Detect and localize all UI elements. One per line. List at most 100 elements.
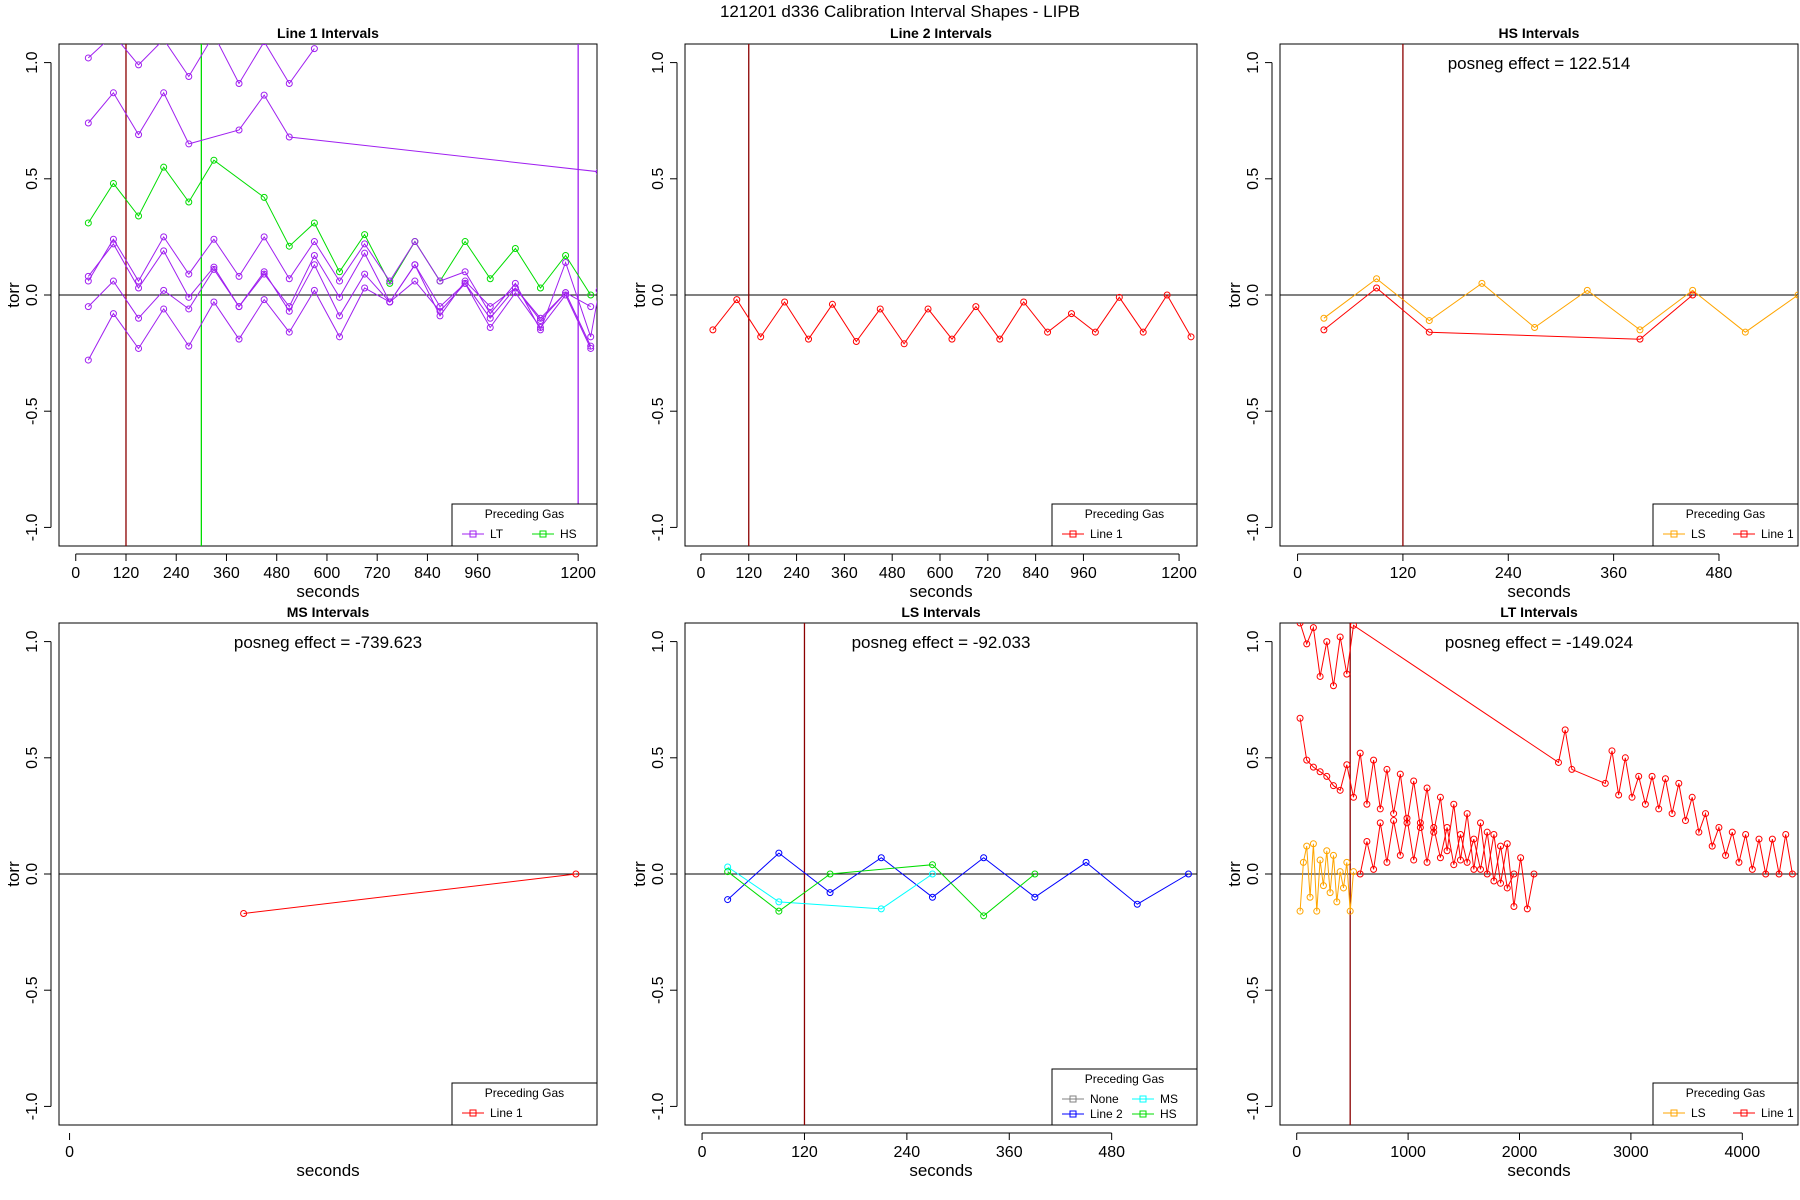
- x-tick-label: 0: [65, 1144, 74, 1161]
- data-point: [587, 303, 595, 311]
- data-point: [1788, 870, 1796, 878]
- y-tick-label: 0.0: [24, 284, 41, 306]
- legend-swatch-marker: [1069, 530, 1077, 538]
- data-point: [260, 193, 268, 201]
- x-tick-label: 480: [263, 565, 290, 582]
- legend-box: [1652, 1082, 1799, 1126]
- data-point: [1376, 819, 1384, 827]
- data-point: [1470, 865, 1478, 873]
- data-point: [336, 268, 344, 276]
- x-tick-label: 120: [113, 565, 140, 582]
- legend-label: LS: [1691, 527, 1706, 541]
- y-tick-label: -1.0: [24, 1093, 41, 1121]
- posneg-annotation: posneg effect = 122.514: [1448, 54, 1631, 73]
- series-line: [87, 280, 592, 361]
- series-line: [1323, 287, 1693, 340]
- x-tick-label: 3000: [1613, 1144, 1649, 1161]
- data-point: [84, 219, 92, 227]
- y-tick-label: -0.5: [1245, 397, 1262, 425]
- data-point: [1115, 293, 1123, 301]
- data-point: [1636, 326, 1644, 334]
- data-point: [285, 80, 293, 88]
- data-point: [1187, 333, 1195, 341]
- data-point: [587, 291, 595, 299]
- data-point: [1568, 765, 1576, 773]
- series-line: [1323, 278, 1798, 333]
- x-tick-label: 360: [996, 1144, 1023, 1161]
- data-point: [1316, 768, 1324, 776]
- x-tick-label: 240: [163, 565, 190, 582]
- data-point: [1554, 758, 1562, 766]
- data-point: [486, 324, 494, 332]
- data-point: [1768, 835, 1776, 843]
- data-point: [1363, 837, 1371, 845]
- legend-label: Line 1: [1090, 527, 1123, 541]
- posneg-annotation: posneg effect = -92.033: [852, 633, 1031, 652]
- x-tick-label: 360: [1600, 565, 1627, 582]
- legend-label: Line 2: [1090, 1107, 1123, 1121]
- data-point: [84, 277, 92, 285]
- x-tick-label: 240: [1495, 565, 1522, 582]
- x-tick-label: 480: [879, 565, 906, 582]
- data-point: [562, 291, 570, 299]
- data-point: [1423, 784, 1431, 792]
- data-point: [1323, 638, 1331, 646]
- data-point: [1326, 889, 1334, 897]
- series-line: [87, 263, 591, 320]
- data-point: [1316, 856, 1324, 864]
- data-point: [511, 284, 519, 292]
- y-tick-label: -0.5: [650, 976, 667, 1004]
- data-point: [1497, 879, 1505, 887]
- data-point: [1416, 819, 1424, 827]
- legend-swatch-marker: [1740, 1109, 1748, 1117]
- data-point: [1708, 842, 1716, 850]
- data-point: [1403, 814, 1411, 822]
- data-point: [733, 296, 741, 304]
- y-tick-label: 0.0: [1245, 284, 1262, 306]
- y-tick-label: 0.0: [650, 284, 667, 306]
- legend-swatch-marker: [1069, 1110, 1077, 1118]
- data-point: [1356, 749, 1364, 757]
- data-point: [1583, 286, 1591, 294]
- legend-swatch-marker: [1069, 1095, 1077, 1103]
- x-tick-label: 960: [1070, 565, 1097, 582]
- data-point: [1523, 905, 1531, 913]
- data-point: [1373, 284, 1381, 292]
- x-tick-label: 1000: [1390, 1144, 1426, 1161]
- data-point: [1350, 793, 1358, 801]
- data-point: [511, 279, 519, 287]
- y-tick-label: 0.5: [650, 168, 667, 190]
- data-point: [1456, 830, 1464, 838]
- data-point: [826, 889, 834, 897]
- y-axis-label: torr: [630, 282, 649, 308]
- x-tick-label: 120: [791, 1144, 818, 1161]
- data-point: [1303, 756, 1311, 764]
- data-point: [724, 863, 732, 871]
- data-point: [160, 233, 168, 241]
- data-point: [1163, 291, 1171, 299]
- chart-title: HS Intervals: [1499, 25, 1580, 41]
- legend-label: MS: [1160, 1092, 1178, 1106]
- data-point: [436, 312, 444, 320]
- data-point: [1450, 800, 1458, 808]
- data-point: [1133, 900, 1141, 908]
- series-line: [727, 852, 1189, 905]
- data-point: [1376, 805, 1384, 813]
- data-point: [724, 868, 732, 876]
- x-axis-label: seconds: [909, 1161, 972, 1180]
- x-tick-label: 840: [1022, 565, 1049, 582]
- data-point: [310, 261, 318, 269]
- data-point: [235, 335, 243, 343]
- x-tick-label: 360: [213, 565, 240, 582]
- data-point: [1510, 870, 1518, 878]
- plot-area: [724, 623, 1192, 1125]
- data-point: [1383, 765, 1391, 773]
- y-tick-label: -0.5: [24, 397, 41, 425]
- data-point: [595, 287, 597, 294]
- data-point: [185, 305, 193, 313]
- data-point: [1031, 870, 1039, 878]
- series-line: [1359, 818, 1515, 890]
- data-point: [1655, 805, 1663, 813]
- legend-label: LS: [1691, 1106, 1706, 1120]
- data-point: [1370, 756, 1378, 764]
